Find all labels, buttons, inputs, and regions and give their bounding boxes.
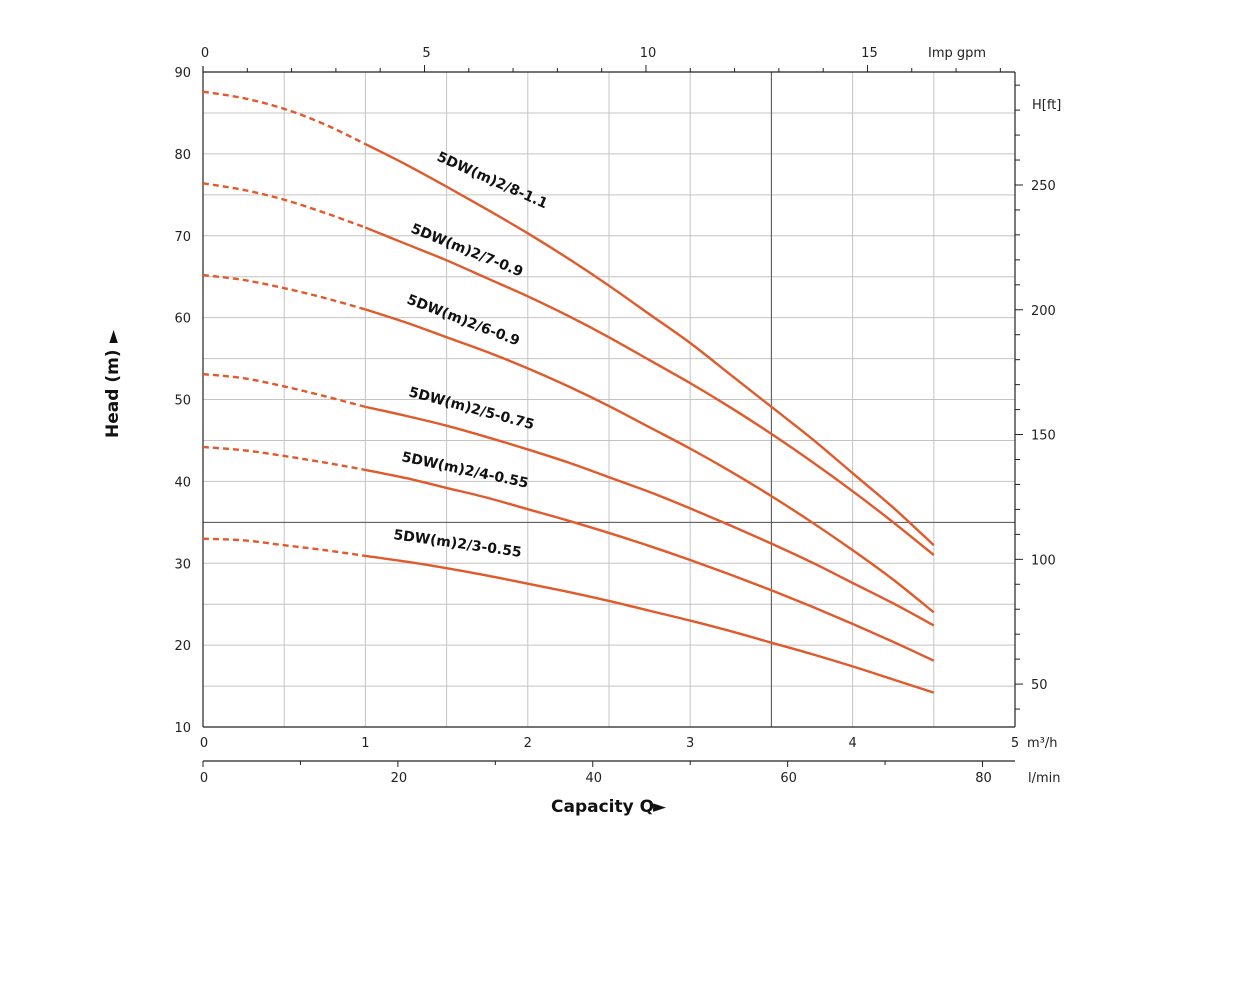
curve-solid-segment [364, 142, 935, 547]
plot-frame [202, 66, 1016, 762]
y-tick-label: 40 [174, 475, 191, 490]
y-tick-label: 60 [174, 312, 191, 327]
right-tick-label: 200 [1031, 304, 1056, 319]
y-tick-label: 50 [174, 394, 191, 409]
x-tick-label: 0 [200, 736, 208, 751]
bottom-axis-2-unit: l/min [1028, 771, 1061, 786]
curve-solid-segment [365, 405, 935, 627]
curve-label: 5DW(m)2/3-0.55 [392, 527, 522, 561]
curve-solid-segment [365, 554, 935, 694]
x-axis-arrow: ► [653, 797, 667, 817]
y-tick-label: 10 [174, 721, 191, 736]
lmin-tick-label: 40 [585, 771, 602, 786]
lmin-tick-label: 20 [391, 771, 408, 786]
y-tick-label: 30 [174, 557, 191, 572]
x-tick-label: 2 [524, 736, 532, 751]
right-tick-label: 150 [1031, 429, 1056, 444]
y-axis-title: Head (m) [103, 349, 123, 438]
curve-solid-segment [364, 226, 935, 556]
x-tick-label: 4 [848, 736, 856, 751]
curve-dashed-segment [202, 372, 366, 409]
curve-labels: 5DW(m)2/8-1.15DW(m)2/7-0.95DW(m)2/6-0.95… [392, 149, 550, 561]
curve-label: 5DW(m)2/5-0.75 [407, 384, 536, 433]
curve-dashed-segment [202, 445, 366, 472]
y-axis-arrow: ► [103, 329, 123, 343]
right-tick-label: 100 [1031, 553, 1056, 568]
curve-dashed-segment [202, 182, 366, 229]
top-tick-label: 0 [201, 46, 209, 61]
y-tick-label: 70 [174, 230, 191, 245]
curve-label: 5DW(m)2/8-1.1 [434, 149, 550, 212]
top-tick-label: 15 [861, 46, 878, 61]
top-axis-unit: Imp gpm [928, 46, 986, 61]
curve-label: 5DW(m)2/4-0.55 [400, 449, 530, 492]
right-axis-unit: H[ft] [1032, 98, 1061, 113]
right-tick-label: 50 [1031, 678, 1048, 693]
x-tick-label: 1 [361, 736, 369, 751]
right-tick-label: 250 [1031, 179, 1056, 194]
curve-solid-segment [365, 308, 935, 614]
lmin-tick-label: 0 [200, 771, 208, 786]
y-tick-label: 20 [174, 639, 191, 654]
top-tick-label: 10 [640, 46, 657, 61]
lmin-tick-label: 60 [780, 771, 797, 786]
top-tick-label: 5 [422, 46, 430, 61]
curve-solid-segment [365, 468, 935, 662]
x-tick-label: 3 [686, 736, 694, 751]
curve-dashed-segment [202, 273, 366, 311]
curves [202, 90, 935, 694]
grid [203, 72, 1015, 727]
curve-dashed-segment [202, 90, 366, 146]
curve-label: 5DW(m)2/6-0.9 [405, 292, 522, 350]
bottom-axis-unit: m³/h [1027, 736, 1058, 751]
lmin-tick-label: 80 [975, 771, 992, 786]
y-tick-label: 90 [174, 66, 191, 81]
x-axis-title: Capacity Q [551, 797, 654, 817]
y-tick-label: 80 [174, 148, 191, 163]
curve-dashed-segment [202, 537, 366, 558]
x-tick-label: 5 [1011, 736, 1019, 751]
